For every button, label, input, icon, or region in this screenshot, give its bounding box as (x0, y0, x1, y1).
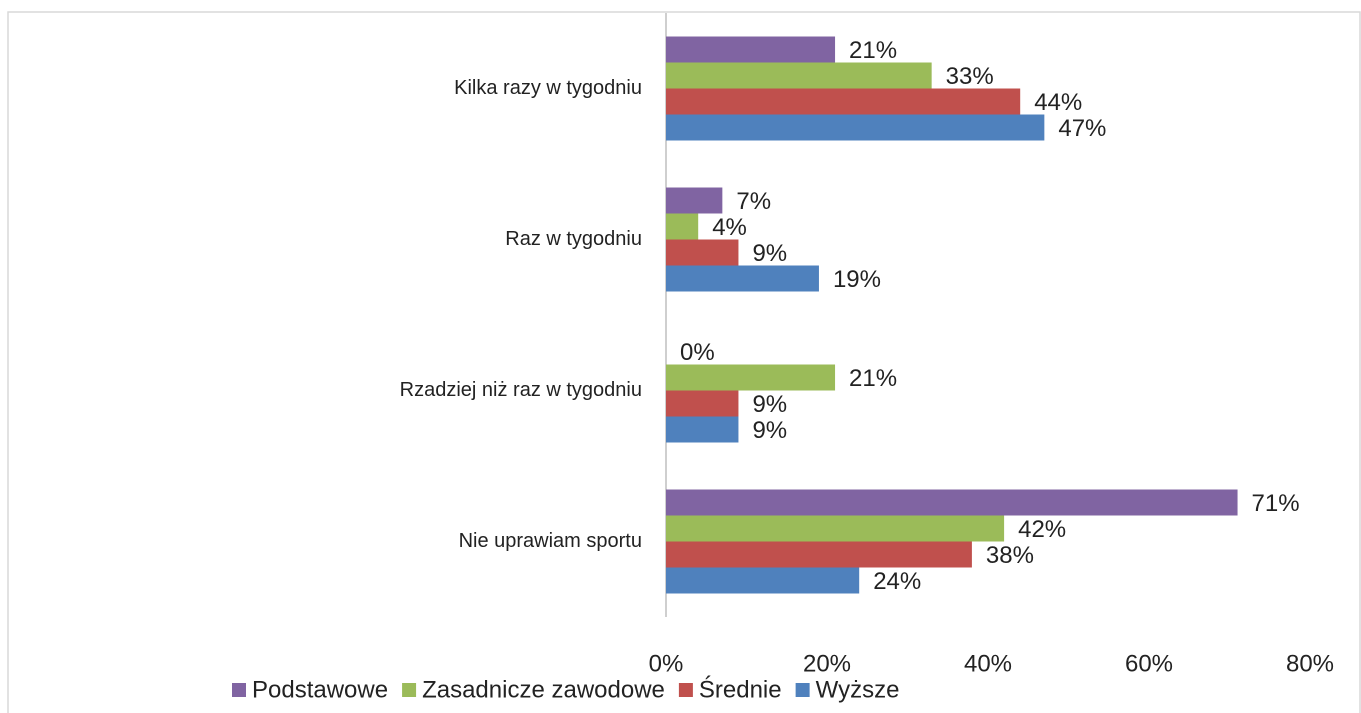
legend-label: Wyższe (816, 676, 900, 703)
data-label: 9% (752, 391, 787, 418)
bar (666, 62, 932, 89)
legend-label: Podstawowe (252, 676, 388, 703)
data-label: 9% (752, 240, 787, 267)
bar (666, 36, 836, 63)
bar (666, 265, 819, 292)
x-tick-label: 40% (964, 650, 1012, 677)
x-tick-label: 60% (1125, 650, 1173, 677)
bar (666, 114, 1045, 141)
data-label: 33% (946, 63, 994, 90)
x-tick-label: 80% (1286, 650, 1334, 677)
data-label: 21% (849, 37, 897, 64)
bar (666, 88, 1021, 115)
x-tick-label: 0% (649, 650, 684, 677)
data-label: 0% (680, 339, 715, 366)
y-tick-label: Raz w tygodniu (505, 228, 642, 250)
legend-label: Zasadnicze zawodowe (422, 676, 665, 703)
data-label: 7% (736, 188, 771, 215)
data-label: 38% (986, 542, 1034, 569)
x-tick-label: 20% (803, 650, 851, 677)
bar (666, 187, 723, 214)
y-tick-label: Kilka razy w tygodniu (454, 77, 642, 99)
data-label: 21% (849, 365, 897, 392)
y-tick-label: Rzadziej niż raz w tygodniu (400, 379, 642, 401)
bar (666, 416, 739, 443)
bar (666, 541, 972, 568)
y-tick-label: Nie uprawiam sportu (459, 530, 642, 552)
data-label: 19% (833, 266, 881, 293)
bar (666, 213, 699, 240)
bar (666, 364, 836, 391)
data-label: 4% (712, 214, 747, 241)
bar (666, 239, 739, 266)
data-label: 24% (873, 568, 921, 595)
legend-swatch (232, 683, 246, 697)
legend-label: Średnie (699, 675, 782, 703)
data-label: 47% (1058, 115, 1106, 142)
legend-swatch (402, 683, 417, 697)
legend-swatch (795, 683, 810, 697)
bar (666, 515, 1005, 542)
data-label: 44% (1034, 89, 1082, 116)
data-label: 71% (1252, 490, 1300, 517)
bar (666, 489, 1238, 516)
data-label: 9% (752, 417, 787, 444)
legend-swatch (678, 683, 693, 697)
bar (666, 390, 739, 417)
data-label: 42% (1018, 516, 1066, 543)
bar (666, 567, 860, 594)
chart-border (7, 11, 1361, 713)
